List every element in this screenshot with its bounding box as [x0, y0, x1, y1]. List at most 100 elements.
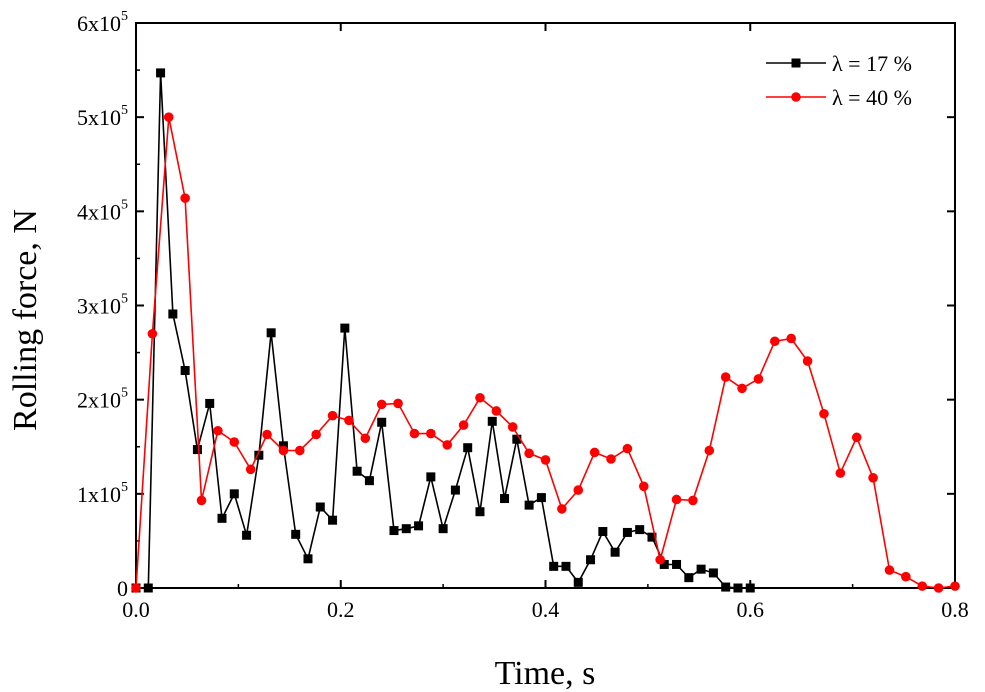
data-point [638, 481, 649, 492]
data-point [143, 583, 153, 593]
data-point [561, 561, 571, 571]
data-point [507, 422, 518, 432]
data-point [389, 526, 399, 536]
data-point [549, 561, 559, 571]
x-tick-label: 0.0 [122, 597, 150, 622]
data-point [917, 581, 928, 591]
data-point [622, 443, 633, 454]
data-point [377, 417, 387, 427]
y-tick-label: 0 [117, 576, 128, 601]
data-point [254, 450, 264, 460]
data-point [245, 464, 256, 475]
data-point [487, 416, 497, 426]
data-point [426, 428, 436, 439]
data-point [536, 493, 546, 503]
data-point [524, 448, 534, 459]
data-point [278, 445, 289, 456]
data-point [598, 527, 608, 536]
data-point [266, 328, 276, 338]
y-tick-label: 1x105 [77, 480, 128, 507]
data-point [696, 564, 706, 574]
y-tick-label: 6x105 [77, 9, 128, 36]
data-point [672, 559, 682, 569]
x-tick-label: 0.4 [532, 597, 560, 622]
data-point [156, 68, 166, 78]
data-point [291, 529, 301, 539]
data-point [217, 513, 227, 523]
data-point [131, 583, 141, 593]
data-point [647, 532, 657, 542]
x-tick-label: 0.8 [941, 597, 969, 622]
data-point [950, 581, 960, 591]
data-point [491, 406, 502, 416]
data-point [802, 356, 813, 366]
series-layer [131, 68, 960, 593]
data-point [671, 494, 682, 505]
y-tick-label: 2x105 [77, 386, 128, 413]
data-point [475, 392, 485, 403]
data-point [720, 372, 731, 382]
data-point [733, 583, 743, 593]
data-point [344, 415, 354, 426]
data-point [586, 555, 596, 565]
data-point [229, 489, 239, 499]
data-point [352, 466, 362, 476]
data-point [770, 336, 780, 347]
data-point [295, 445, 305, 456]
x-axis-label: Time, s [495, 655, 596, 692]
data-point [868, 473, 878, 483]
data-point [393, 398, 403, 409]
data-point [196, 495, 207, 506]
legend-marker [791, 58, 801, 68]
data-point [540, 455, 551, 465]
data-point [606, 454, 616, 464]
data-point [704, 445, 715, 456]
x-tick-label: 0.2 [327, 597, 355, 622]
data-point [819, 408, 829, 419]
data-point [205, 398, 215, 408]
data-point [901, 571, 911, 582]
data-point [327, 410, 338, 421]
data-point [512, 434, 522, 444]
data-point [401, 524, 411, 534]
legend-label: λ = 17 % [832, 51, 912, 76]
data-point [557, 504, 567, 514]
legend-marker [791, 92, 801, 102]
data-point [192, 445, 202, 455]
data-point [753, 374, 764, 384]
data-point [168, 309, 178, 319]
data-point [229, 437, 240, 447]
data-point [376, 399, 387, 410]
data-point [589, 447, 600, 458]
data-point [500, 494, 510, 504]
data-point [409, 428, 420, 439]
data-point [851, 432, 862, 443]
data-point [659, 559, 669, 569]
x-tick-label: 0.6 [737, 597, 765, 622]
data-point [524, 500, 534, 510]
data-point [315, 502, 325, 512]
data-point [442, 440, 453, 450]
x-axis-ticks: 0.0 0.2 0.4 0.6 0.8 [122, 23, 969, 622]
data-point [622, 527, 632, 537]
data-point [835, 468, 846, 478]
data-point [884, 565, 895, 575]
data-point [262, 429, 272, 440]
y-tick-label: 4x105 [77, 197, 128, 224]
legend: λ = 17 % λ = 40 % [766, 51, 912, 110]
data-point [463, 443, 473, 453]
data-point [180, 193, 190, 203]
y-tick-label: 5x105 [77, 103, 128, 130]
legend-label: λ = 40 % [832, 85, 912, 110]
data-point [458, 420, 469, 430]
data-point [414, 521, 424, 531]
data-point [610, 547, 620, 557]
y-axis-label: Rolling force, N [7, 209, 44, 431]
data-point [360, 433, 371, 444]
data-point [147, 328, 158, 339]
data-point [180, 365, 190, 375]
y-axis-ticks: 0 1x105 2x105 3x105 4x105 5x105 6x105 [77, 9, 955, 601]
data-point [635, 525, 645, 535]
data-point [721, 582, 731, 592]
